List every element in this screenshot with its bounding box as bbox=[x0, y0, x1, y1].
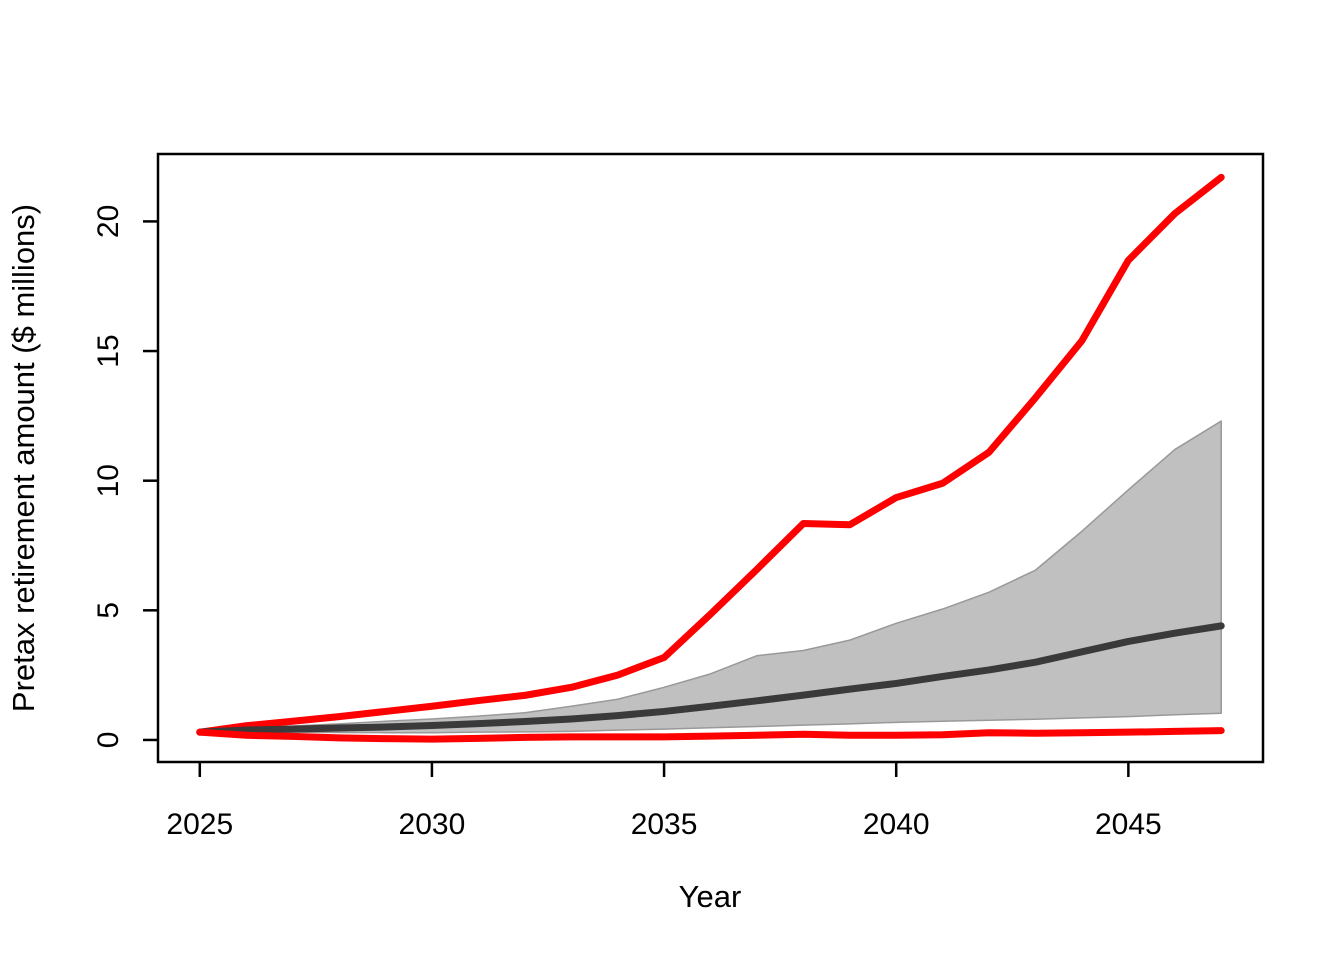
x-tick-label: 2030 bbox=[399, 808, 466, 841]
y-tick-label: 10 bbox=[92, 464, 125, 497]
series-lines-layer bbox=[196, 173, 1225, 743]
y-tick-label: 5 bbox=[92, 602, 125, 619]
y-axis-title: Pretax retirement amount ($ millions) bbox=[6, 204, 41, 712]
tick-label-layer: 2025 2030 2035 2040 2045 0 5 10 15 20 bbox=[92, 205, 1162, 841]
percentile-band-layer bbox=[199, 420, 1222, 734]
x-tick-label: 2025 bbox=[166, 808, 233, 841]
x-tick-label: 2040 bbox=[863, 808, 930, 841]
plot-box bbox=[156, 152, 1265, 764]
x-tick-label: 2045 bbox=[1095, 808, 1162, 841]
x-axis-title: Year bbox=[679, 879, 742, 914]
minimum-path bbox=[196, 727, 1225, 743]
axis-layer bbox=[143, 152, 1265, 777]
y-tick-label: 20 bbox=[92, 205, 125, 238]
x-tick-label: 2035 bbox=[631, 808, 698, 841]
y-tick-label: 0 bbox=[92, 732, 125, 749]
percentile-band bbox=[199, 420, 1222, 734]
y-tick-label: 15 bbox=[92, 334, 125, 367]
median-path bbox=[196, 622, 1225, 736]
maximum-path bbox=[196, 173, 1225, 736]
